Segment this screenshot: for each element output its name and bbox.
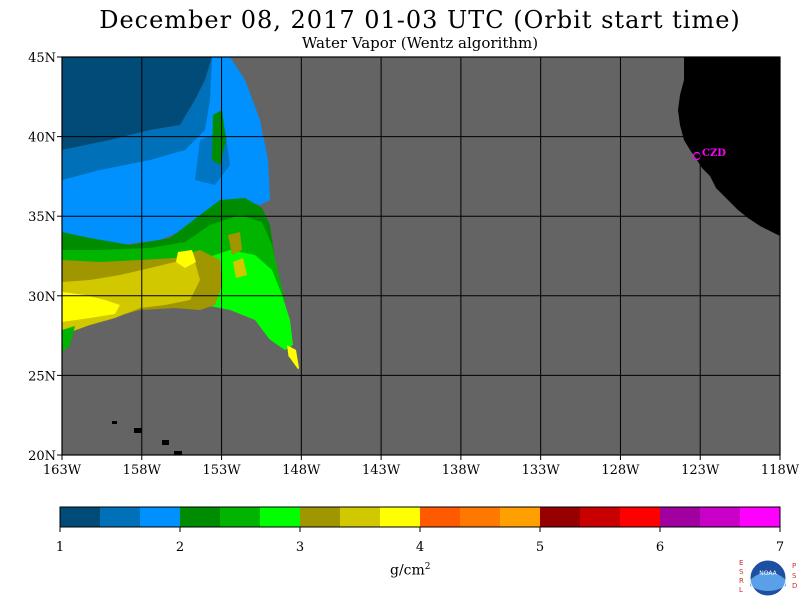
lat-tick-label: 30N <box>28 290 56 305</box>
colorbar-segment <box>580 507 621 527</box>
station-label: CZD <box>702 148 726 159</box>
logo-letter: R <box>739 577 744 585</box>
logo-letter: E <box>739 559 743 567</box>
map-frame <box>61 56 781 456</box>
colorbar-segment <box>540 507 581 527</box>
logo-letter: D <box>792 582 797 590</box>
map-subtitle: Water Vapor (Wentz algorithm) <box>301 34 539 52</box>
colorbar-label: 5 <box>536 540 544 555</box>
lat-tick-label: 35N <box>28 210 56 225</box>
lon-tick-label: 153W <box>202 463 241 478</box>
lon-tick-label: 148W <box>282 463 321 478</box>
lon-tick-label: 143W <box>362 463 401 478</box>
logo-letter: S <box>792 572 797 580</box>
colorbar-label: 3 <box>296 540 304 555</box>
lon-tick-label: 163W <box>43 463 82 478</box>
colorbar-segment <box>700 507 741 527</box>
lat-tick-label: 40N <box>28 131 56 146</box>
logo-center-text: NOAA <box>759 570 777 577</box>
land-california <box>678 57 780 236</box>
lon-tick-label: 128W <box>601 463 640 478</box>
colorbar-label: 6 <box>656 540 664 555</box>
lon-tick-label: 123W <box>681 463 720 478</box>
colorbar-segment <box>300 507 341 527</box>
colorbar-segment <box>140 507 181 527</box>
map-grid <box>62 57 780 455</box>
colorbar-segment <box>500 507 541 527</box>
longitude-labels: 163W 158W 153W 148W 143W 138W 133W 128W 123W 118W <box>43 455 800 478</box>
logo-letter: P <box>792 562 796 570</box>
colorbar-segment <box>100 507 141 527</box>
map-title: December 08, 2017 01-03 UTC (Orbit start… <box>99 6 741 34</box>
colorbar-segment <box>220 507 261 527</box>
lat-tick-label: 20N <box>28 449 56 464</box>
colorbar-segment <box>340 507 381 527</box>
colorbar-segment <box>180 507 221 527</box>
lon-tick-label: 138W <box>442 463 481 478</box>
colorbar-segment <box>740 507 781 527</box>
colorbar-segment <box>660 507 701 527</box>
colorbar-label: 1 <box>56 540 64 555</box>
lat-tick-label: 25N <box>28 369 56 384</box>
colorbar-segment <box>60 507 101 527</box>
colorbar-label: 2 <box>176 540 184 555</box>
no-data-curve <box>62 310 300 455</box>
logo-letter: L <box>739 586 743 594</box>
logo-letter: S <box>739 568 744 576</box>
lon-tick-label: 118W <box>761 463 800 478</box>
colorbar: 1 2 3 4 5 6 7 <box>56 506 784 555</box>
colorbar-segment <box>260 507 301 527</box>
lon-tick-label: 158W <box>123 463 162 478</box>
colorbar-segment <box>620 507 661 527</box>
colorbar-segment <box>380 507 421 527</box>
colorbar-units: g/cm2 <box>390 562 431 579</box>
colorbar-label: 4 <box>416 540 424 555</box>
colorbar-segment <box>420 507 461 527</box>
lat-tick-label: 45N <box>28 51 56 66</box>
lon-tick-label: 133W <box>522 463 561 478</box>
colorbar-segment <box>460 507 501 527</box>
latitude-labels: 45N 40N 35N 30N 25N 20N <box>28 51 62 464</box>
colorbar-label: 7 <box>776 540 784 555</box>
hawaiian-islands <box>112 421 182 455</box>
